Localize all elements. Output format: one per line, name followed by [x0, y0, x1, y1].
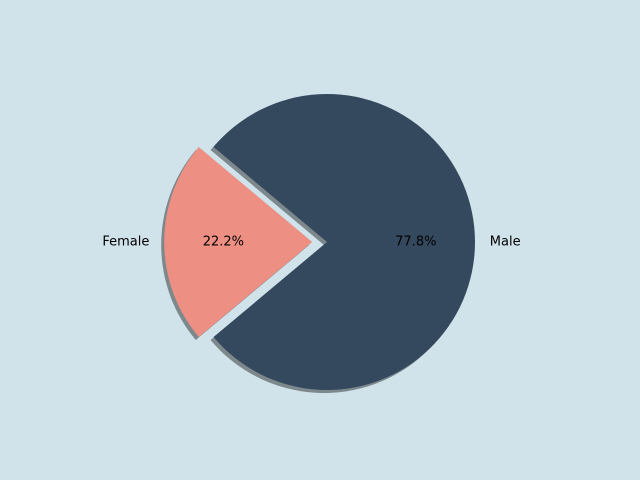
percent-label: 77.8% [395, 235, 436, 250]
slice-label: Male [490, 235, 521, 250]
slice-label: Female [102, 235, 149, 250]
percent-label: 22.2% [203, 235, 244, 250]
wedge [213, 94, 476, 391]
wedge [164, 146, 313, 338]
